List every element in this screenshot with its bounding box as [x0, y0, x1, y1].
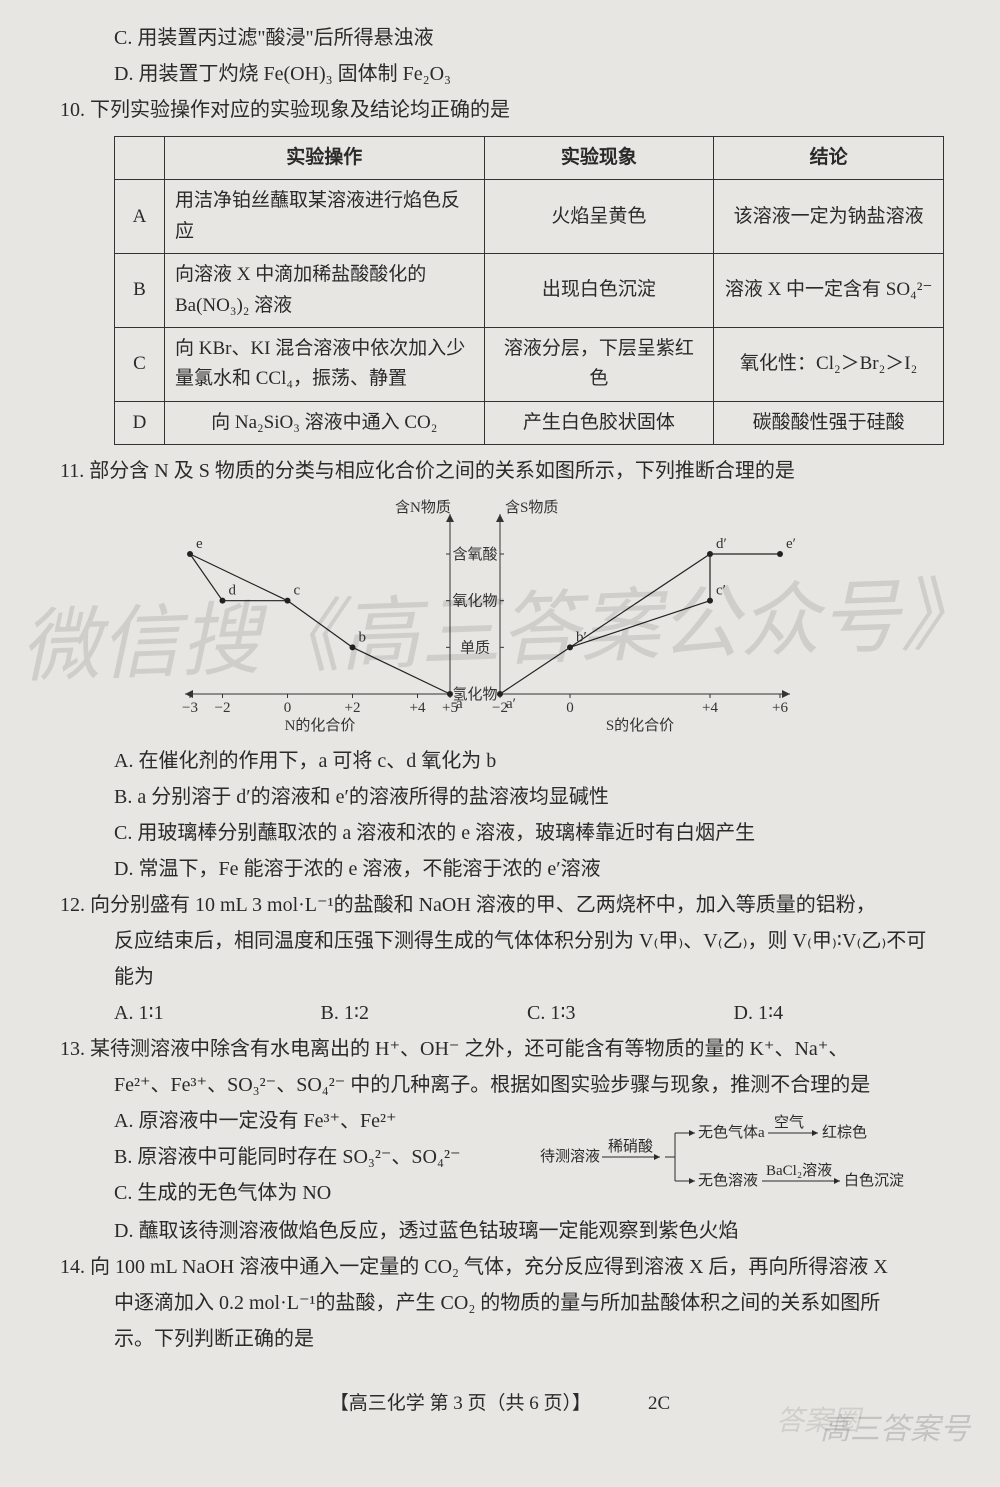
q12-stem-line1: 12. 向分别盛有 10 mL 3 mol·L⁻¹的盐酸和 NaOH 溶液的甲、…	[60, 887, 940, 923]
cell-op: 用洁净铂丝蘸取某溶液进行焰色反应	[164, 180, 484, 254]
cell-concl: 该溶液一定为钠盐溶液	[714, 180, 944, 254]
svg-text:+2: +2	[345, 700, 361, 716]
svg-text:BaCl₂溶液: BaCl₂溶液	[766, 1162, 832, 1179]
cell-concl: 碳酸酸性强于硅酸	[714, 401, 944, 444]
svg-text:红棕色: 红棕色	[822, 1124, 867, 1141]
q10-stem: 10. 下列实验操作对应的实验现象及结论均正确的是	[60, 92, 940, 128]
svg-text:b′: b′	[576, 629, 587, 645]
table-row: D 向 Na₂SiO₃ 溶液中通入 CO₂ 产生白色胶状固体 碳酸酸性强于硅酸	[115, 401, 944, 444]
svg-text:+6: +6	[772, 700, 788, 716]
q11-stem: 11. 部分含 N 及 S 物质的分类与相应化合价之间的关系如图所示，下列推断合…	[60, 453, 940, 489]
q12-stem-line2: 反应结束后，相同温度和压强下测得生成的气体体积分别为 V₍甲₎、V₍乙₎，则 V…	[60, 923, 940, 959]
svg-text:无色溶液: 无色溶液	[698, 1172, 758, 1189]
q13-option-d: D. 蘸取该待测溶液做焰色反应，透过蓝色钴玻璃一定能观察到紫色火焰	[60, 1213, 940, 1249]
table-header-row: 实验操作 实验现象 结论	[115, 137, 944, 180]
cell-concl: 溶液 X 中一定含有 SO₄²⁻	[714, 254, 944, 328]
q11-option-b: B. a 分别溶于 d′的溶液和 e′的溶液所得的盐溶液均显碱性	[60, 779, 940, 815]
svg-text:N的化合价: N的化合价	[285, 717, 356, 734]
row-label: A	[115, 180, 165, 254]
cell-phen: 溶液分层，下层呈紫红色	[484, 327, 714, 401]
th-phenomenon: 实验现象	[484, 137, 714, 180]
q12-option-b: B. 1∶2	[321, 995, 528, 1031]
svg-text:e: e	[196, 536, 203, 552]
q13-option-c: C. 生成的无色气体为 NO	[60, 1175, 540, 1211]
table-row: B 向溶液 X 中滴加稀盐酸酸化的 Ba(NO₃)₂ 溶液 出现白色沉淀 溶液 …	[115, 254, 944, 328]
page-footer: 【高三化学 第 3 页（共 6 页）】 2C	[60, 1387, 940, 1421]
svg-text:d: d	[229, 583, 237, 599]
row-label: C	[115, 327, 165, 401]
q12-option-a: A. 1∶1	[114, 995, 321, 1031]
svg-text:单质: 单质	[460, 639, 490, 656]
svg-text:e′: e′	[786, 536, 796, 552]
q14-stem-line3: 示。下列判断正确的是	[60, 1321, 940, 1357]
q11-option-d: D. 常温下，Fe 能溶于浓的 e 溶液，不能溶于浓的 e′溶液	[60, 851, 940, 887]
q12-stem-line3: 能为	[60, 959, 940, 995]
footer-code: 2C	[648, 1393, 670, 1414]
q14-stem-line2: 中逐滴加入 0.2 mol·L⁻¹的盐酸，产生 CO₂ 的物质的量与所加盐酸体积…	[60, 1285, 940, 1321]
svg-text:氧化物: 氧化物	[452, 593, 497, 610]
svg-text:含N物质: 含N物质	[395, 499, 451, 516]
svg-text:a: a	[456, 696, 463, 712]
svg-text:含S物质: 含S物质	[505, 499, 558, 516]
row-label: B	[115, 254, 165, 328]
table-row: C 向 KBr、KI 混合溶液中依次加入少量氯水和 CCl₄，振荡、静置 溶液分…	[115, 327, 944, 401]
q14-stem-line1: 14. 向 100 mL NaOH 溶液中通入一定量的 CO₂ 气体，充分反应得…	[60, 1249, 940, 1285]
svg-text:c: c	[294, 583, 301, 599]
svg-text:无色气体a: 无色气体a	[698, 1124, 765, 1141]
svg-text:+4: +4	[410, 700, 426, 716]
cell-phen: 产生白色胶状固体	[484, 401, 714, 444]
th-blank	[115, 137, 165, 180]
q12-option-c: C. 1∶3	[527, 995, 734, 1031]
q10-table: 实验操作 实验现象 结论 A 用洁净铂丝蘸取某溶液进行焰色反应 火焰呈黄色 该溶…	[114, 136, 944, 445]
svg-text:+4: +4	[702, 700, 718, 716]
svg-text:含氧酸: 含氧酸	[452, 546, 497, 563]
q13-stem-line2: Fe²⁺、Fe³⁺、SO₃²⁻、SO₄²⁻ 中的几种离子。根据如图实验步骤与现象…	[60, 1067, 940, 1103]
svg-text:0: 0	[566, 700, 574, 716]
q13-flow-diagram: 待测溶液稀硝酸 无色气体a 空气红棕色无色溶液 BaCl₂溶液白色沉淀	[540, 1103, 940, 1213]
q12-option-d: D. 1∶4	[734, 995, 941, 1031]
svg-text:待测溶液: 待测溶液	[540, 1148, 600, 1165]
cell-phen: 出现白色沉淀	[484, 254, 714, 328]
cell-phen: 火焰呈黄色	[484, 180, 714, 254]
q13-option-a: A. 原溶液中一定没有 Fe³⁺、Fe²⁺	[60, 1103, 540, 1139]
svg-text:−2: −2	[215, 700, 231, 716]
svg-text:c′: c′	[716, 583, 726, 599]
th-conclusion: 结论	[714, 137, 944, 180]
q12-options: A. 1∶1 B. 1∶2 C. 1∶3 D. 1∶4	[60, 995, 940, 1031]
cell-op: 向 KBr、KI 混合溶液中依次加入少量氯水和 CCl₄，振荡、静置	[164, 327, 484, 401]
table-row: A 用洁净铂丝蘸取某溶液进行焰色反应 火焰呈黄色 该溶液一定为钠盐溶液	[115, 180, 944, 254]
svg-text:稀硝酸: 稀硝酸	[608, 1138, 653, 1155]
footer-text: 【高三化学 第 3 页（共 6 页）】	[330, 1393, 591, 1414]
q13-option-b: B. 原溶液中可能同时存在 SO₃²⁻、SO₄²⁻	[60, 1139, 540, 1175]
q11-option-a: A. 在催化剂的作用下，a 可将 c、d 氧化为 b	[60, 743, 940, 779]
svg-text:0: 0	[284, 700, 292, 716]
svg-text:d′: d′	[716, 536, 727, 552]
cell-concl: 氧化性：Cl₂＞Br₂＞I₂	[714, 327, 944, 401]
q9-option-c: C. 用装置丙过滤"酸浸"后所得悬浊液	[60, 20, 940, 56]
svg-text:a′: a′	[506, 696, 516, 712]
cell-op: 向溶液 X 中滴加稀盐酸酸化的 Ba(NO₃)₂ 溶液	[164, 254, 484, 328]
svg-text:空气: 空气	[774, 1114, 804, 1131]
th-operation: 实验操作	[164, 137, 484, 180]
row-label: D	[115, 401, 165, 444]
svg-text:S的化合价: S的化合价	[606, 717, 674, 734]
svg-text:白色沉淀: 白色沉淀	[844, 1172, 904, 1189]
q11-chart: 含N物质含S物质氢化物单质氧化物含氧酸−3−20+2+4+5N的化合价−20+4…	[140, 499, 820, 739]
svg-text:b: b	[359, 629, 367, 645]
q13-stem-line1: 13. 某待测溶液中除含有水电离出的 H⁺、OH⁻ 之外，还可能含有等物质的量的…	[60, 1031, 940, 1067]
cell-op: 向 Na₂SiO₃ 溶液中通入 CO₂	[164, 401, 484, 444]
q11-option-c: C. 用玻璃棒分别蘸取浓的 a 溶液和浓的 e 溶液，玻璃棒靠近时有白烟产生	[60, 815, 940, 851]
q9-option-d: D. 用装置丁灼烧 Fe(OH)₃ 固体制 Fe₂O₃	[60, 56, 940, 92]
svg-text:−3: −3	[182, 700, 198, 716]
